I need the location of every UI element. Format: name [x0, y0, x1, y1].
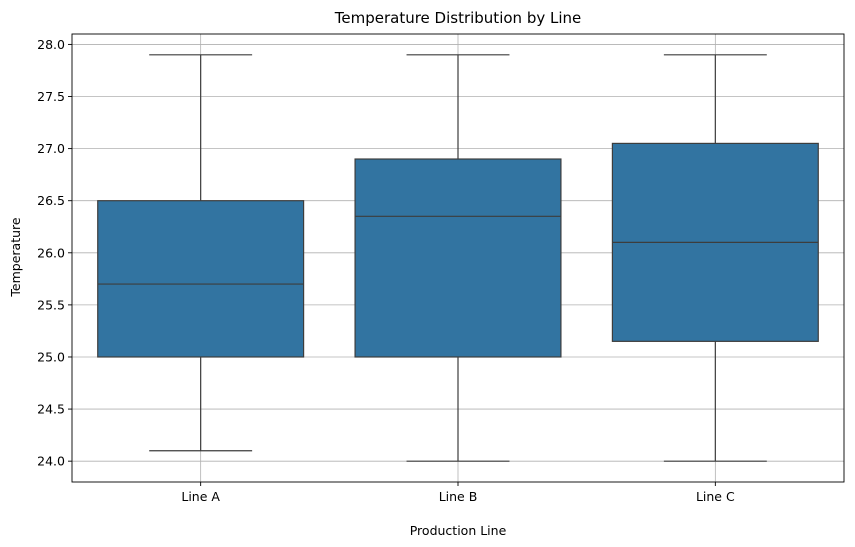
- boxes: [97, 54, 819, 462]
- box-line-b: [354, 54, 562, 462]
- y-tick-label: 26.5: [37, 193, 65, 208]
- y-axis: 24.0 24.5 25.0 25.5 26.0 26.5 27.0 27.5 28.0: [37, 37, 72, 469]
- x-axis: Line A Line B Line C: [181, 482, 735, 504]
- y-tick-label: 24.5: [37, 402, 65, 417]
- y-axis-title: Temperature: [8, 217, 23, 297]
- y-tick-label: 27.0: [37, 141, 65, 156]
- iqr-box: [354, 158, 562, 358]
- iqr-box: [97, 200, 305, 358]
- y-tick-label: 25.5: [37, 297, 65, 312]
- x-tick-label: Line C: [696, 489, 735, 504]
- y-tick-label: 24.0: [37, 454, 65, 469]
- x-axis-title: Production Line: [410, 523, 507, 538]
- box-line-c: [611, 54, 819, 462]
- box-line-a: [97, 54, 305, 452]
- y-tick-label: 26.0: [37, 245, 65, 260]
- chart-title: Temperature Distribution by Line: [334, 9, 582, 27]
- y-tick-label: 28.0: [37, 37, 65, 52]
- y-tick-label: 25.0: [37, 349, 65, 364]
- x-tick-label: Line A: [181, 489, 220, 504]
- x-tick-label: Line B: [439, 489, 478, 504]
- y-tick-label: 27.5: [37, 89, 65, 104]
